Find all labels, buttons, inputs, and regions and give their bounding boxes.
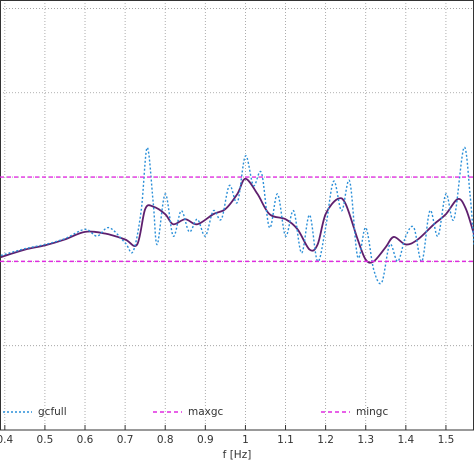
x-tick-label: 0.9 [197,434,214,446]
x-tick-label: 0.6 [77,434,94,446]
series-line [0,146,474,285]
x-tick-label: 0.7 [117,434,134,446]
plot-frame [0,0,474,431]
legend-label: maxgc [188,406,224,418]
x-tick-label: 0.5 [37,434,54,446]
x-tick-label: 1.2 [317,434,334,446]
legend-label: mingc [356,406,388,418]
x-tick-label: 1.1 [277,434,294,446]
x-tick-label: 1.3 [357,434,374,446]
series-line [0,177,474,264]
x-tick-label: 1 [242,434,249,446]
x-tick-label: 0.8 [157,434,174,446]
x-tick-label: 0.4 [0,434,13,446]
x-tick-label: 1.4 [397,434,414,446]
x-axis-label: f [Hz] [223,449,252,461]
legend-label: gcfull [38,406,67,418]
x-tick-label: 1.5 [438,434,455,446]
